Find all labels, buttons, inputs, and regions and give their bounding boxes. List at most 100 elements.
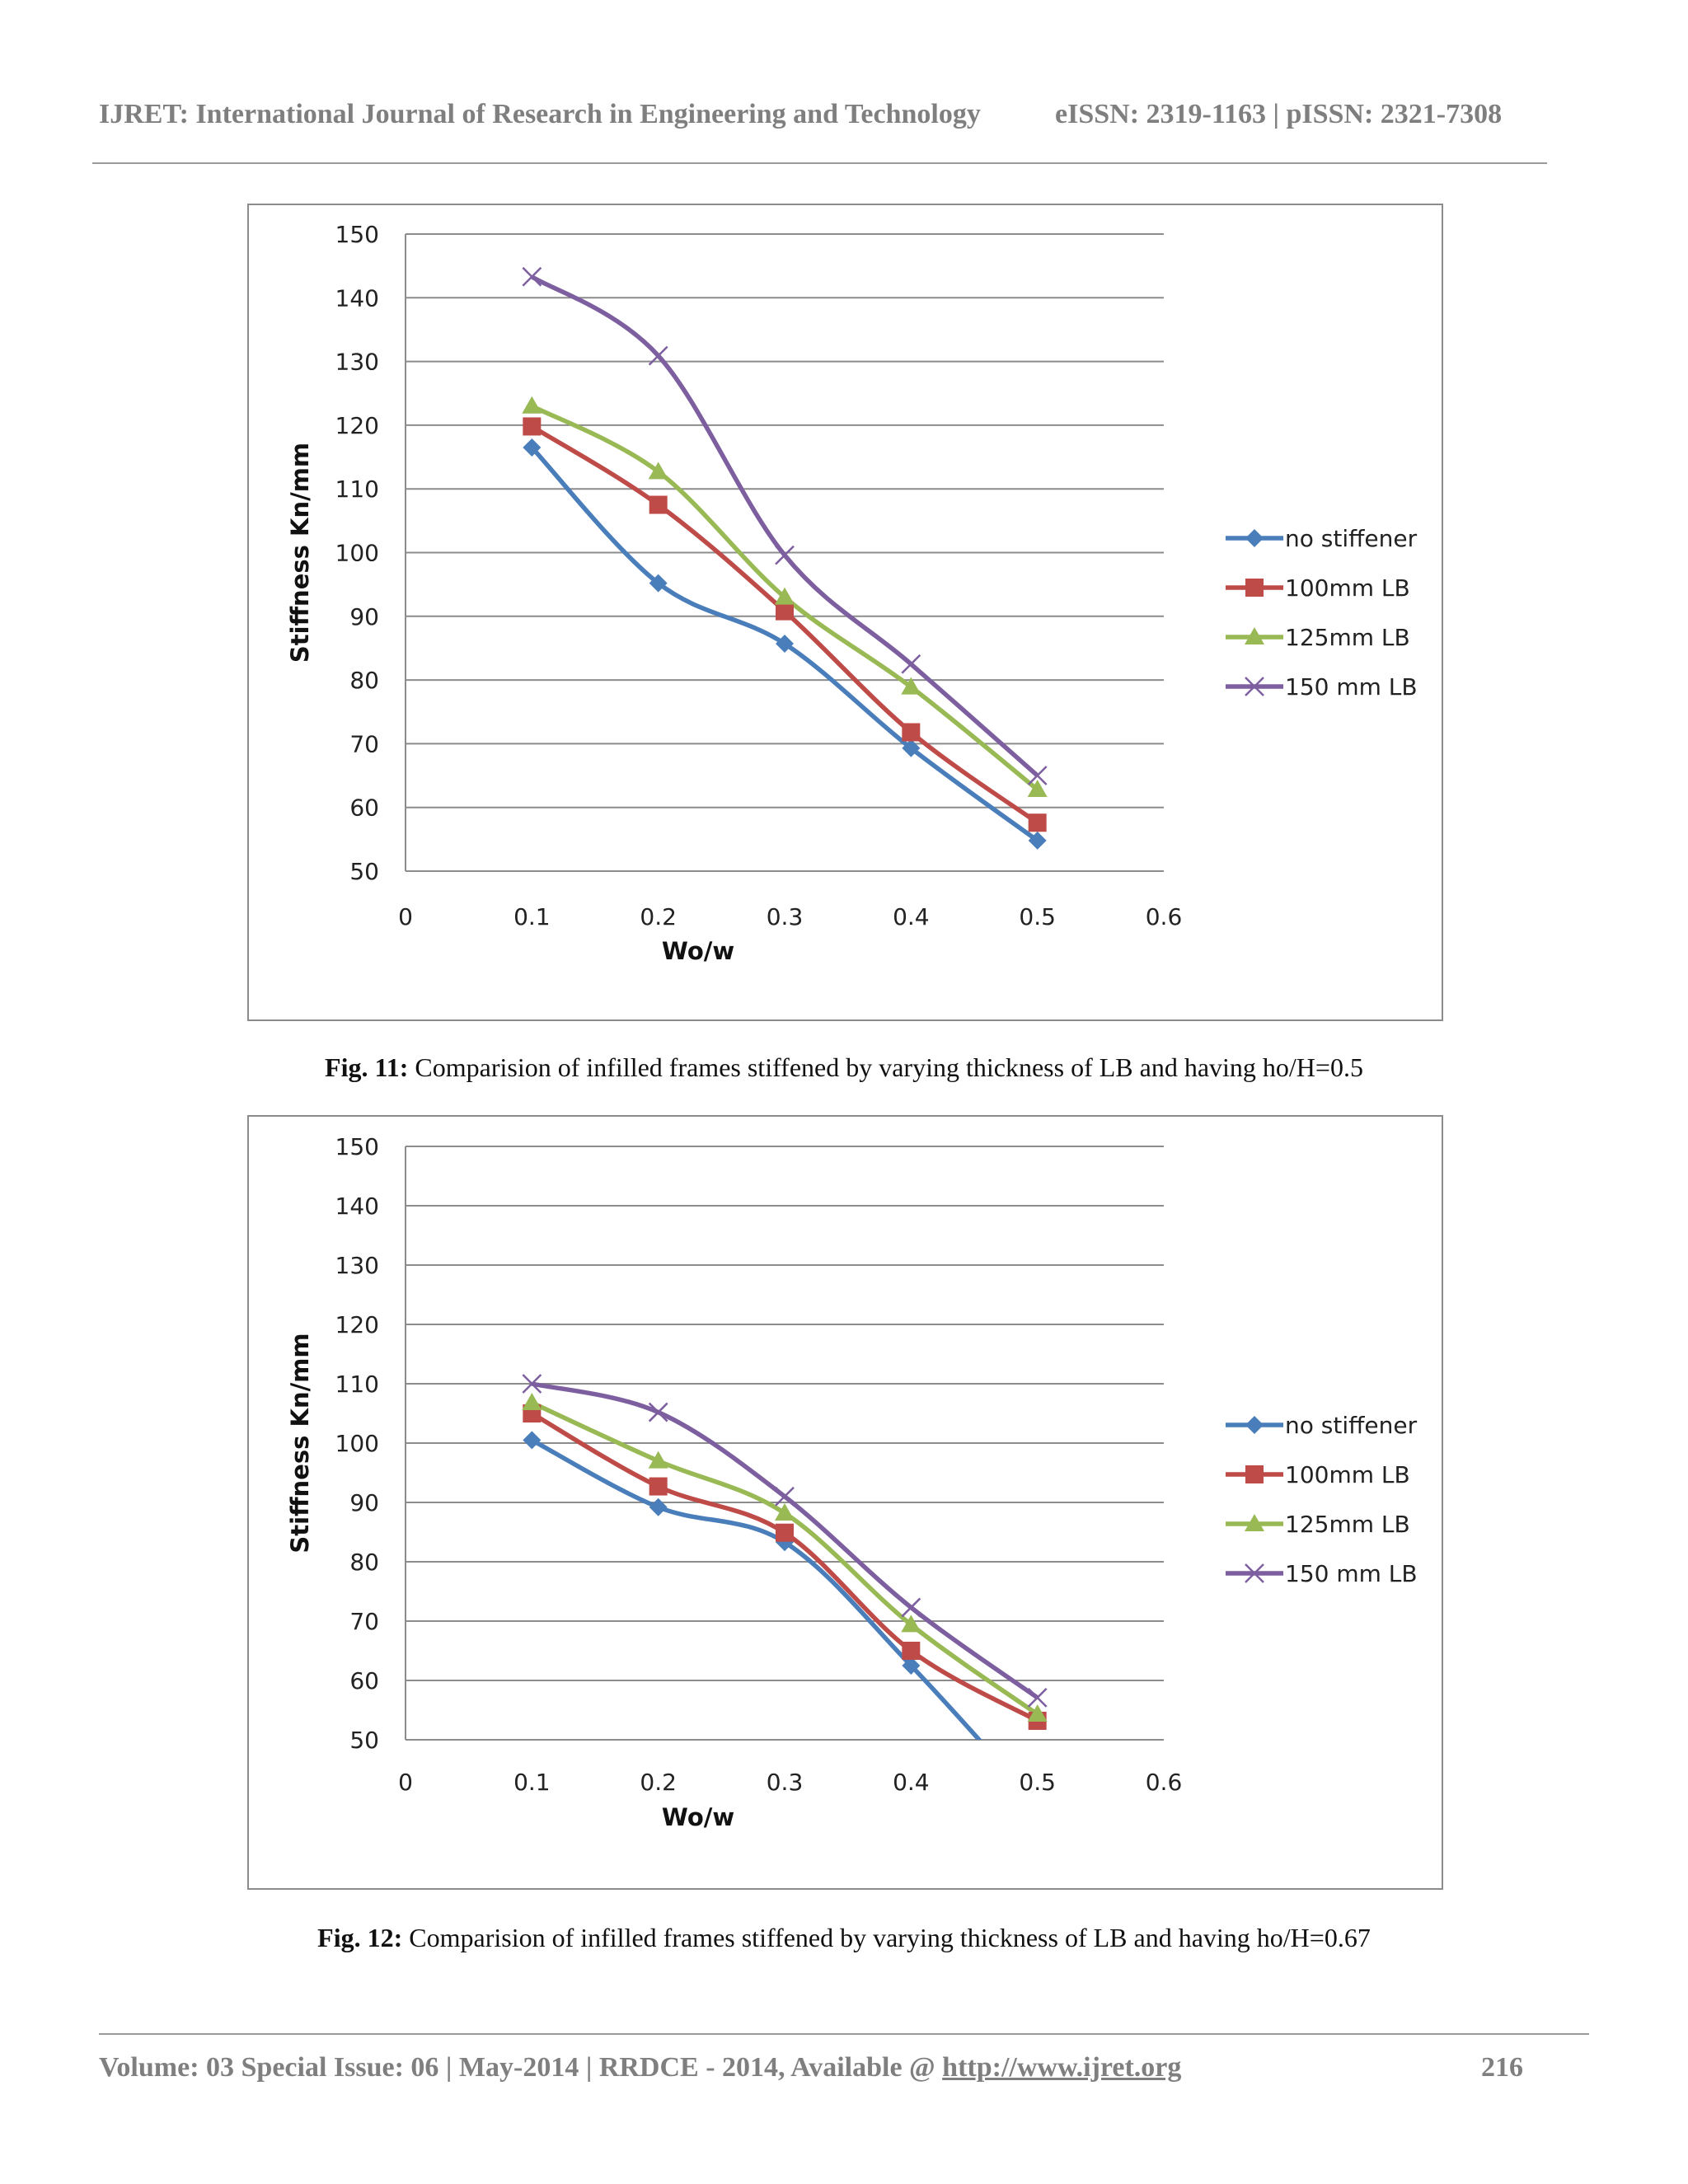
x-tick-label: 0.3: [767, 1769, 804, 1796]
series-line: [530, 274, 1039, 778]
header-rule: [92, 162, 1547, 164]
y-tick-label: 110: [335, 1371, 379, 1398]
series-line: [531, 1437, 982, 1740]
legend: no stiffener 100mm LB 125mm LB 150 mm LB: [1226, 525, 1418, 701]
legend-label: 100mm LB: [1285, 1461, 1410, 1488]
x-tick-label: 0: [398, 903, 413, 930]
footer-rule: [99, 2033, 1589, 2035]
y-tick-label: 50: [349, 858, 379, 885]
page-header: IJRET: International Journal of Research…: [99, 99, 1550, 130]
journal-link[interactable]: http://www.ijret.org: [942, 2052, 1182, 2083]
y-tick-label: 90: [349, 1489, 379, 1516]
figure-11-chart: 50 60 70 80 90 100 110 120 130 140 150 0 0.1 0.2 0.3 0.…: [247, 204, 1443, 1021]
y-tick-label: 70: [349, 730, 379, 757]
legend-label: 100mm LB: [1285, 574, 1410, 602]
marker-stroke: [1245, 1563, 1264, 1583]
data-point: [1027, 1704, 1048, 1722]
data-point: [775, 545, 795, 565]
marker-stroke: [775, 1486, 795, 1507]
x-tick-label: 0: [398, 1769, 413, 1796]
legend-marker: [1245, 627, 1264, 644]
y-tick-label: 90: [349, 603, 379, 630]
caption-text: Comparision of infilled frames stiffened…: [408, 1052, 1363, 1082]
x-axis-title: Wo/w: [662, 1803, 734, 1831]
data-point: [1027, 1687, 1048, 1708]
caption-label: Fig. 11:: [325, 1052, 409, 1082]
data-point: [649, 574, 668, 593]
x-tick-label: 0.4: [893, 1769, 930, 1796]
marker-stroke: [901, 1597, 921, 1618]
figure-12-caption: Fig. 12: Comparision of infilled frames …: [0, 1923, 1688, 1953]
caption-label: Fig. 12:: [317, 1923, 403, 1952]
y-tick-label: 70: [349, 1608, 379, 1635]
legend-marker: [1245, 1416, 1264, 1434]
data-point: [523, 1431, 542, 1450]
x-tick-label: 0.6: [1146, 1769, 1183, 1796]
data-point: [776, 602, 794, 621]
data-point: [902, 723, 921, 742]
y-tick-label: 150: [335, 1133, 379, 1160]
y-tick-label: 60: [349, 1667, 379, 1694]
y-tick-label: 140: [335, 284, 379, 312]
legend-label: 150 mm LB: [1285, 1560, 1418, 1587]
marker-stroke: [522, 1374, 542, 1394]
data-point: [901, 1597, 921, 1618]
legend-marker: [1245, 1514, 1264, 1531]
data-point: [902, 1642, 921, 1660]
data-point: [901, 654, 921, 674]
legend-marker: [1245, 1563, 1264, 1583]
x-tick-label: 0.1: [513, 903, 551, 930]
data-point: [522, 1393, 542, 1411]
series-line: [530, 424, 1039, 825]
x-tick-label: 0.5: [1019, 903, 1056, 930]
x-axis-title: Wo/w: [662, 937, 734, 965]
data-point: [901, 1615, 921, 1633]
data-point: [649, 1477, 668, 1496]
y-tick-label: 80: [349, 667, 379, 694]
marker-stroke: [775, 545, 795, 565]
legend-label: 125mm LB: [1285, 1511, 1410, 1538]
data-point: [649, 1497, 668, 1516]
y-tick-label: 50: [349, 1727, 379, 1754]
data-point: [648, 462, 668, 480]
y-axis-title: Stiffness Kn/mm: [286, 1333, 314, 1553]
legend: no stiffener 100mm LB 125mm LB 150 mm LB: [1226, 1412, 1418, 1587]
legend-label: no stiffener: [1285, 525, 1418, 552]
marker-stroke: [648, 1402, 668, 1422]
data-point: [1028, 813, 1047, 832]
data-point: [522, 266, 542, 287]
data-point: [902, 1657, 921, 1675]
legend-label: no stiffener: [1285, 1412, 1418, 1439]
legend-marker: [1245, 1465, 1264, 1483]
y-tick-label: 150: [335, 221, 379, 248]
y-tick-label: 60: [349, 794, 379, 822]
data-point: [649, 495, 668, 514]
x-tick-label: 0.2: [640, 903, 677, 930]
page-number: 216: [1481, 2052, 1523, 2083]
x-tick-label: 0.3: [767, 903, 804, 930]
y-tick-label: 120: [335, 412, 379, 439]
data-point: [522, 1374, 542, 1394]
data-point: [523, 417, 542, 436]
y-axis-title: Stiffness Kn/mm: [286, 443, 314, 663]
data-point: [1027, 780, 1048, 798]
y-tick-label: 100: [335, 1430, 379, 1457]
figure-12-chart: 50 60 70 80 90 100 110 120 130 140 150 0 0.1 0.2 0.3 0.…: [247, 1115, 1443, 1890]
figure-11-caption: Fig. 11: Comparision of infilled frames …: [0, 1052, 1688, 1083]
marker-stroke: [1245, 677, 1264, 696]
data-point: [522, 396, 542, 414]
data-point: [648, 345, 668, 366]
x-tick-label: 0.4: [893, 903, 930, 930]
y-tick-label: 80: [349, 1549, 379, 1576]
x-tick-label: 0.1: [513, 1769, 551, 1796]
marker-stroke: [522, 266, 542, 287]
marker-stroke: [1027, 766, 1048, 785]
series-line: [531, 1400, 1039, 1717]
x-tick-label: 0.2: [640, 1769, 677, 1796]
series-line: [530, 1411, 1039, 1723]
data-point: [1028, 831, 1047, 850]
y-tick-label: 120: [335, 1311, 379, 1338]
data-point: [776, 1523, 794, 1542]
marker-stroke: [648, 345, 668, 366]
issn-text: eISSN: 2319-1163 | pISSN: 2321-7308: [1055, 99, 1503, 129]
